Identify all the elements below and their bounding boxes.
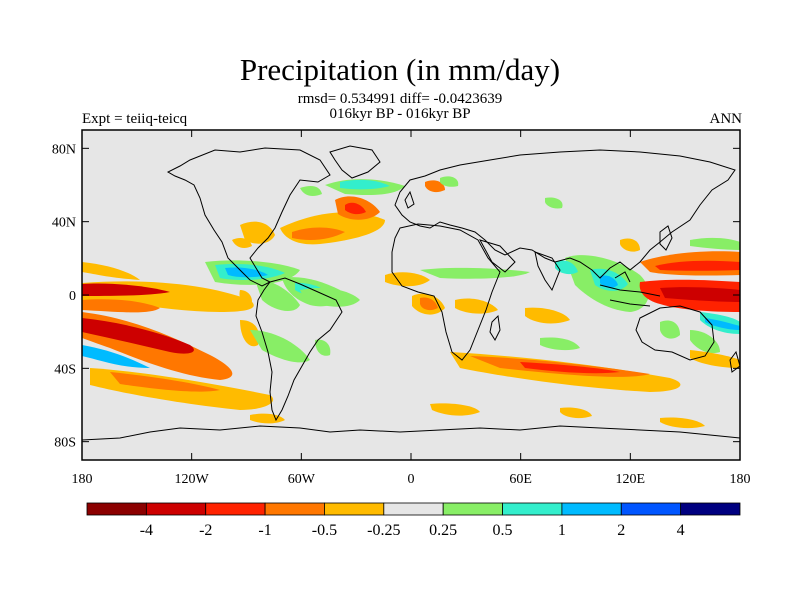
x-tick-label: 0: [408, 472, 415, 487]
colorbar-label: 0.5: [493, 522, 513, 539]
chart-subtitle: rmsd= 0.534991 diff= -0.0423639 016kyr B…: [0, 92, 800, 122]
coast-new-zealand: [729, 350, 740, 373]
coast-europe-asia: [394, 149, 736, 279]
colorbar-label: 0.25: [429, 522, 457, 539]
colorbar-label: -4: [140, 522, 153, 539]
rmsd-diff-text: rmsd= 0.534991 diff= -0.0423639: [297, 91, 503, 107]
experiment-label: Expt = teiiq-teicq: [82, 111, 188, 127]
anomaly-west-pacific: [620, 237, 740, 354]
y-tick-label: 80S: [54, 436, 76, 451]
season-label: ANN: [709, 111, 743, 127]
anomaly-southern-ocean: [90, 350, 740, 429]
anomaly-north-atlantic: [232, 179, 405, 248]
colorbar-label: 4: [677, 522, 685, 539]
colorbar-swatch: [205, 502, 266, 516]
y-tick-label: 40N: [52, 216, 76, 231]
colorbar-label: 1: [558, 522, 566, 539]
colorbar-label: -0.5: [312, 522, 337, 539]
x-tick-label: 180: [730, 472, 751, 487]
colorbar-swatch: [264, 502, 325, 516]
colorbar-swatch: [502, 502, 563, 516]
period-text: 016kyr BP - 016kyr BP: [329, 106, 471, 122]
x-tick-label: 60E: [509, 472, 532, 487]
precip-anomaly-field: [82, 176, 740, 429]
y-tick-label: 40S: [54, 362, 76, 377]
coast-arabia-india: [478, 239, 561, 292]
x-tick-label: 120W: [175, 472, 210, 487]
y-tick-label: 0: [69, 289, 76, 304]
chart-title: Precipitation (in mm/day): [239, 52, 561, 87]
x-tick-label: 180: [72, 472, 93, 487]
axis-ticks: 180 120W 60W 0 60E 120E 180 80N 40N 0 40S 80S: [52, 130, 751, 487]
anomaly-south-america-atlantic: [239, 279, 360, 363]
colorbar: -4 -2 -1 -0.5 -0.25 0.25 0.5 1 2 4: [86, 502, 741, 539]
colorbar-swatch: [620, 502, 682, 516]
coast-antarctica: [82, 425, 740, 441]
anomaly-tropical-pacific-west: [82, 262, 254, 380]
coast-madagascar: [489, 314, 501, 342]
colorbar-swatch: [680, 502, 741, 516]
x-tick-label: 60W: [288, 472, 316, 487]
colorbar-swatch: [561, 502, 622, 516]
colorbar-swatch: [145, 502, 207, 516]
anomaly-indian-ocean-maritime: [540, 255, 680, 351]
coast-africa: [391, 223, 501, 361]
colorbar-label: -2: [199, 522, 212, 539]
colorbar-swatch: [442, 502, 503, 516]
colorbar-label: 2: [617, 522, 625, 539]
coast-north-america: [166, 147, 331, 287]
x-tick-label: 120E: [616, 472, 646, 487]
coast-south-america: [255, 277, 343, 422]
coast-greenland: [329, 145, 381, 179]
colorbar-swatch: [383, 502, 444, 516]
colorbar-label: -0.25: [367, 522, 400, 539]
coastlines: [82, 145, 740, 441]
y-tick-label: 80N: [52, 142, 76, 157]
colorbar-swatch: [324, 502, 385, 516]
coast-indonesia: [599, 271, 661, 307]
colorbar-label: -1: [258, 522, 271, 539]
coast-uk: [404, 190, 415, 209]
coast-japan: [659, 225, 673, 251]
anomaly-arctic: [425, 176, 563, 209]
colorbar-swatch: [86, 502, 147, 516]
coast-australia: [635, 305, 715, 361]
